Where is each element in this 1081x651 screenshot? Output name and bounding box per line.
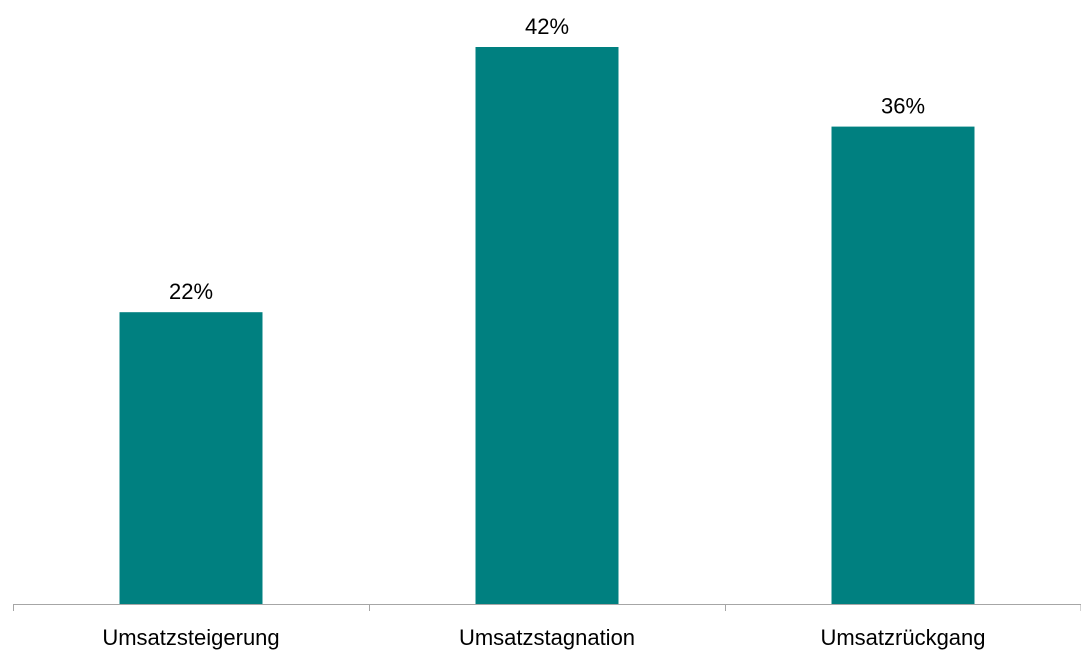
bar-1 xyxy=(119,312,263,604)
value-labels-group: 22% 42% 36% xyxy=(169,14,925,304)
category-label-3: Umsatzrückgang xyxy=(820,625,985,650)
x-axis xyxy=(13,604,1081,611)
category-label-2: Umsatzstagnation xyxy=(459,625,635,650)
bar-value-label-1: 22% xyxy=(169,279,213,304)
category-labels-group: Umsatzsteigerung Umsatzstagnation Umsatzrü… xyxy=(102,625,985,650)
bar-value-label-3: 36% xyxy=(881,94,925,119)
bar-value-label-2: 42% xyxy=(525,14,569,39)
bar-3 xyxy=(831,126,975,604)
category-label-1: Umsatzsteigerung xyxy=(102,625,279,650)
bars-group xyxy=(119,47,975,604)
bar-2 xyxy=(475,47,619,604)
